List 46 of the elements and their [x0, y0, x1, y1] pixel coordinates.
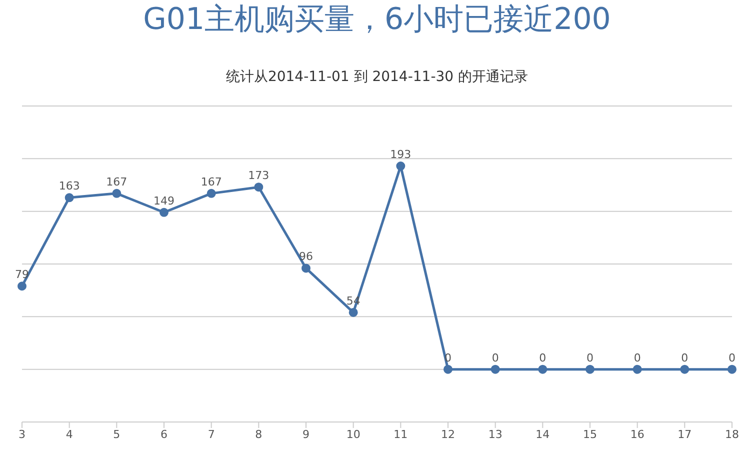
data-label: 167	[106, 175, 128, 188]
data-label: 0	[728, 351, 736, 364]
x-tick-label: 12	[441, 428, 455, 441]
point	[160, 208, 168, 217]
data-label: 0	[681, 351, 688, 364]
x-tick-label: 11	[394, 428, 408, 441]
point	[254, 182, 264, 192]
point	[632, 364, 642, 374]
point	[18, 282, 26, 291]
x-tick-label: 17	[678, 428, 692, 441]
point	[302, 264, 310, 273]
point	[64, 193, 74, 202]
x-tick-label: 5	[113, 428, 120, 441]
data-label: 0	[539, 351, 546, 364]
data-label: 167	[200, 175, 222, 188]
data-label: 0	[634, 351, 641, 364]
x-tick-label: 10	[346, 428, 360, 441]
x-tick-label: 9	[302, 428, 310, 441]
data-label: 149	[154, 194, 174, 208]
x-tick-label: 18	[725, 428, 739, 441]
point	[728, 364, 736, 374]
point	[396, 162, 406, 171]
chart-title: G01主机购买量，6小时已接近200	[142, 2, 612, 38]
point	[490, 364, 500, 374]
data-label: 0	[586, 351, 594, 364]
x-tick-label: 16	[630, 428, 644, 441]
point	[206, 188, 216, 198]
data-label: 0	[492, 351, 499, 364]
point	[112, 188, 122, 198]
x-tick-label: 8	[255, 428, 262, 441]
point	[538, 364, 548, 374]
x-tick-label: 15	[583, 428, 597, 441]
x-tick-label: 13	[488, 428, 502, 441]
chart-subtitle: 统计从2014-11-01 到 2014-11-30 的开通记录	[224, 68, 530, 87]
data-label: 193	[390, 148, 412, 162]
data-label: 163	[58, 180, 80, 193]
x-tick-label: 3	[18, 428, 26, 441]
x-tick-label: 7	[208, 428, 215, 441]
x-tick-label: 14	[536, 428, 550, 441]
point	[586, 364, 594, 374]
point	[680, 364, 690, 374]
point	[348, 308, 358, 317]
x-tick-label: 6	[160, 428, 168, 441]
x-tick-label: 4	[66, 428, 73, 441]
point	[444, 364, 452, 374]
data-label: 173	[248, 169, 270, 182]
